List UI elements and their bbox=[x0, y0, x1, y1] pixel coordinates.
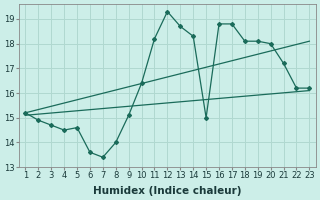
X-axis label: Humidex (Indice chaleur): Humidex (Indice chaleur) bbox=[93, 186, 242, 196]
